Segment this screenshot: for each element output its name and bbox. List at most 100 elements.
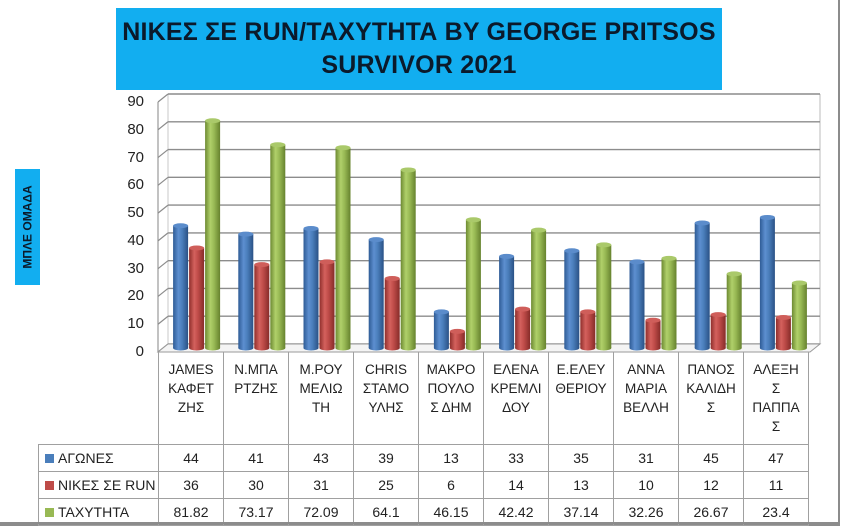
- table-cell: 43: [288, 444, 354, 472]
- bar-0: [694, 220, 710, 351]
- category-label: Ε.ΕΛΕΥ ΘΕΡΙΟΥ: [548, 352, 614, 445]
- bar-2: [270, 142, 286, 351]
- series-label: ΤΑΧΥΤΗΤΑ: [38, 498, 159, 526]
- table-cell: 35: [548, 444, 614, 472]
- category-label-line: ΘΕΡΙΟΥ: [555, 381, 607, 396]
- chart-title-line-1: ΝΙΚΕΣ ΣΕ RUN/ΤΑΧΥΤΗΤΑ BY GEORGE PRITSOS: [122, 18, 716, 46]
- series-label: ΝΙΚΕΣ ΣΕ RUN: [38, 471, 159, 499]
- category-label-line: CHRIS: [364, 362, 407, 377]
- category-label-line: ΒΕΛΛΗ: [623, 400, 669, 415]
- bar-2: [596, 242, 612, 351]
- category-label-line: ΕΛΕΝΑ: [493, 362, 539, 377]
- bar-1: [515, 306, 531, 351]
- table-cell: 31: [613, 444, 679, 472]
- category-label-line: ΠΑΠΠΑ: [752, 400, 800, 415]
- y-tick-label: 10: [127, 315, 144, 333]
- table-cell: 81.82: [158, 498, 224, 526]
- series-name: ΝΙΚΕΣ ΣΕ RUN: [58, 477, 156, 493]
- bar-1: [580, 309, 596, 351]
- category-label-line: ΠΟΥΛΟ: [427, 381, 475, 396]
- bar-2: [465, 217, 481, 351]
- category-label-line: ΥΛΗΣ: [368, 400, 404, 415]
- bar-1: [254, 262, 270, 351]
- table-cell: 12: [678, 471, 744, 499]
- table-cell: 64.1: [353, 498, 419, 526]
- y-tick-label: 80: [127, 120, 144, 138]
- bar-2: [726, 271, 742, 351]
- category-axis: JAMES ΚΑΦΕΤ ΖΗΣ Ν.ΜΠΑ ΡΤΖΗΣ Μ.ΡΟΥ ΜΕΛΙΩ ΤΗ CHRIS…: [158, 352, 809, 445]
- category-label-line: ΚΑΛΙΔΗ: [686, 381, 736, 396]
- category-label-line: Σ: [771, 419, 781, 434]
- category-label-line: ΑΛΕΞΗ: [753, 362, 799, 377]
- table-cell: 73.17: [223, 498, 289, 526]
- category-label-line: Σ: [706, 400, 716, 415]
- category-label-line: Σ: [771, 381, 781, 396]
- bottom-border: [0, 522, 840, 524]
- table-cell: 44: [158, 444, 224, 472]
- bar-1: [449, 328, 465, 351]
- bar-1: [775, 314, 791, 351]
- table-cell: 33: [483, 444, 549, 472]
- table-row: ΤΑΧΥΤΗΤΑ 81.82 73.17 72.09 64.1 46.15 42.42 37.…: [38, 498, 809, 526]
- table-cell: 11: [743, 471, 809, 499]
- data-table: ΑΓΩΝΕΣ 44 41 43 39 13 33 35 31 45 47 ΝΙΚΕΣ ΣΕ RUN 36…: [38, 444, 809, 526]
- bar-2: [531, 227, 547, 351]
- y-tick-label: 90: [127, 93, 144, 110]
- category-label-line: ΑΝΝΑ: [627, 362, 665, 377]
- table-row: ΝΙΚΕΣ ΣΕ RUN 36 30 31 25 6 14 13 10 12 11: [38, 471, 809, 499]
- category-label: ΑΝΝΑ ΜΑΡΙΑ ΒΕΛΛΗ: [613, 352, 679, 445]
- category-label-line: ΠΑΝΟΣ: [687, 362, 735, 377]
- y-tick-label: 40: [127, 231, 144, 249]
- table-cell: 47: [743, 444, 809, 472]
- chart-title-banner: ΝΙΚΕΣ ΣΕ RUN/ΤΑΧΥΤΗΤΑ BY GEORGE PRITSOS …: [116, 8, 722, 90]
- y-tick-label: 60: [127, 176, 144, 194]
- table-cell: 10: [613, 471, 679, 499]
- series-name: ΤΑΧΥΤΗΤΑ: [58, 504, 130, 520]
- y-tick-label: 70: [127, 148, 144, 166]
- bar-0: [173, 223, 189, 351]
- chart-title-line-2: SURVIVOR 2021: [321, 51, 517, 79]
- table-cell: 39: [353, 444, 419, 472]
- bar-2: [791, 280, 807, 351]
- category-label-line: ΖΗΣ: [177, 400, 205, 415]
- y-tick-label: 0: [135, 343, 144, 360]
- table-cell: 37.14: [548, 498, 614, 526]
- category-label-line: ΜΑΚΡΟ: [426, 362, 476, 377]
- table-cell: 25: [353, 471, 419, 499]
- category-label-line: Ν.ΜΠΑ: [234, 362, 278, 377]
- bar-0: [629, 259, 645, 351]
- bar-0: [238, 231, 254, 351]
- category-label: JAMES ΚΑΦΕΤ ΖΗΣ: [158, 352, 224, 445]
- y-tick-label: 50: [127, 204, 144, 222]
- bar-2: [661, 255, 677, 351]
- table-cell: 13: [548, 471, 614, 499]
- table-row: ΑΓΩΝΕΣ 44 41 43 39 13 33 35 31 45 47: [38, 444, 809, 472]
- category-label-line: ΡΤΖΗΣ: [234, 381, 278, 396]
- table-cell: 36: [158, 471, 224, 499]
- series-name: ΑΓΩΝΕΣ: [58, 450, 114, 466]
- series-label: ΑΓΩΝΕΣ: [38, 444, 159, 472]
- category-label-line: ΣΤΑΜΟ: [362, 381, 410, 396]
- category-label: CHRIS ΣΤΑΜΟ ΥΛΗΣ: [353, 352, 419, 445]
- category-label-line: ΚΡΕΜΛΙ: [490, 381, 542, 396]
- category-label: Μ.ΡΟΥ ΜΕΛΙΩ ΤΗ: [288, 352, 354, 445]
- legend-swatch-icon: [45, 508, 54, 517]
- bar-1: [384, 276, 400, 351]
- category-label: ΜΑΚΡΟ ΠΟΥΛΟ Σ ΔΗΜ: [418, 352, 484, 445]
- bar-1: [645, 317, 661, 351]
- category-label-line: Ε.ΕΛΕΥ: [556, 362, 606, 377]
- table-cell: 46.15: [418, 498, 484, 526]
- category-label-line: ΜΑΡΙΑ: [624, 381, 667, 396]
- table-cell: 30: [223, 471, 289, 499]
- category-label-line: ΜΕΛΙΩ: [299, 381, 343, 396]
- table-cell: 45: [678, 444, 744, 472]
- table-cell: 41: [223, 444, 289, 472]
- table-cell: 13: [418, 444, 484, 472]
- category-label-line: Σ ΔΗΜ: [430, 400, 472, 415]
- category-label-line: Μ.ΡΟΥ: [299, 362, 343, 377]
- category-label: ΑΛΕΞΗ Σ ΠΑΠΠΑ Σ: [743, 352, 809, 445]
- category-label-line: JAMES: [168, 362, 214, 377]
- table-cell: 72.09: [288, 498, 354, 526]
- legend-swatch-icon: [45, 454, 54, 463]
- table-cell: 26.67: [678, 498, 744, 526]
